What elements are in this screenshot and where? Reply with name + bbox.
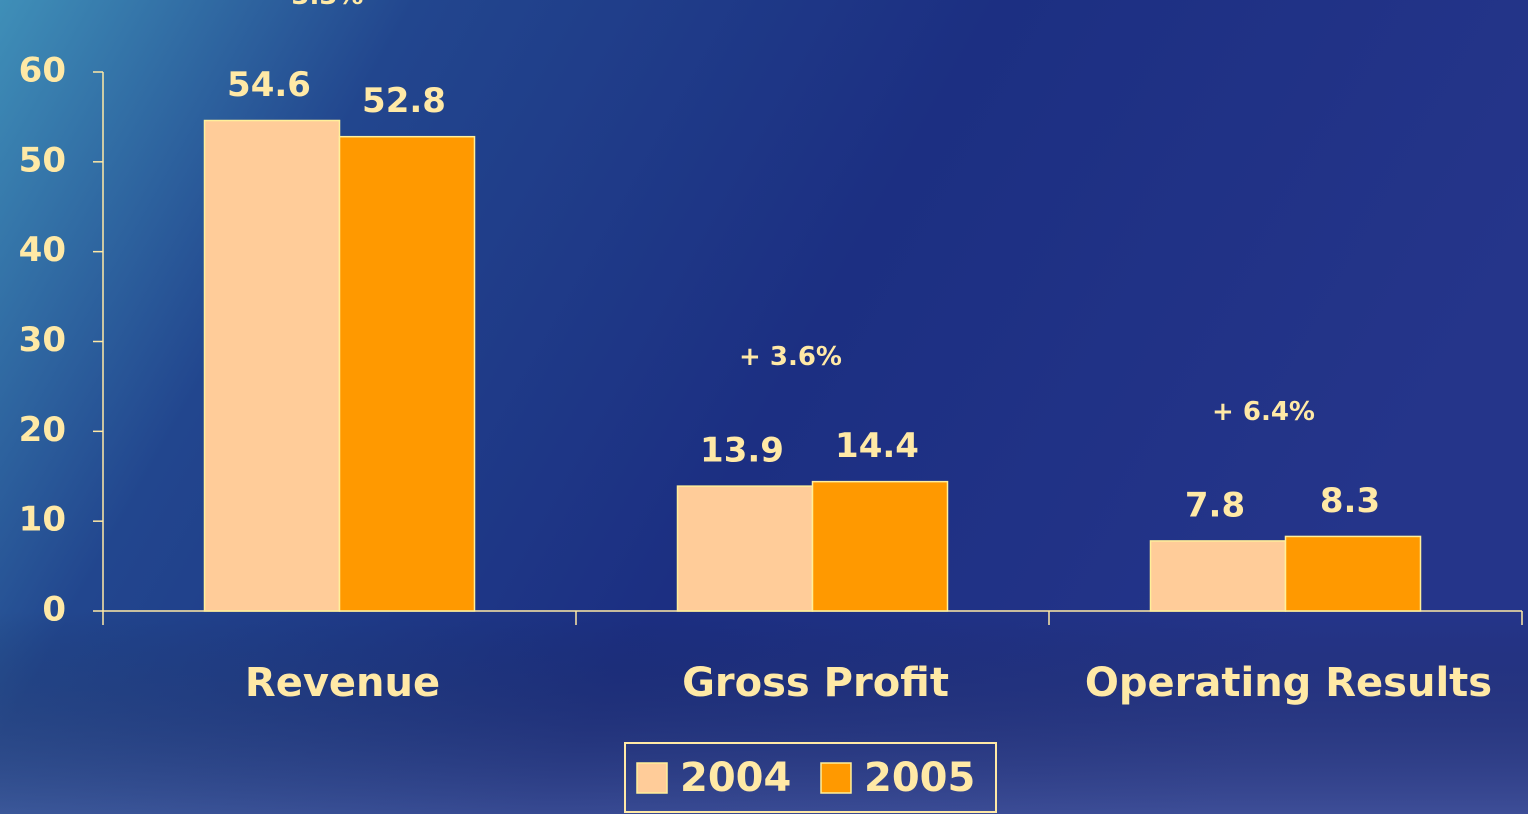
bar bbox=[1149, 540, 1287, 612]
annotation: + 3.6% bbox=[739, 342, 842, 372]
y-tick-label: 60 bbox=[19, 51, 66, 91]
annotation: - 3.3% bbox=[272, 0, 364, 11]
y-tick-label: 20 bbox=[19, 410, 66, 450]
legend-box bbox=[624, 742, 997, 813]
value-label: 14.4 bbox=[835, 426, 919, 466]
bar bbox=[676, 485, 814, 612]
y-tick-label: 50 bbox=[19, 140, 66, 180]
legend-swatch bbox=[820, 762, 852, 794]
bar bbox=[203, 119, 341, 612]
y-tick-label: 10 bbox=[19, 500, 66, 540]
x-tick-label: Revenue bbox=[245, 660, 440, 706]
y-tick-label: 40 bbox=[19, 230, 66, 270]
x-tick-label: Gross Profit bbox=[682, 660, 949, 706]
value-label: 13.9 bbox=[700, 431, 784, 471]
bar bbox=[338, 135, 476, 612]
legend-label: 2004 bbox=[680, 755, 791, 801]
y-tick-label: 30 bbox=[19, 320, 66, 360]
value-label: 52.8 bbox=[362, 81, 446, 121]
legend-label: 2005 bbox=[864, 755, 975, 801]
value-label: 7.8 bbox=[1185, 485, 1245, 525]
value-label: 8.3 bbox=[1320, 481, 1380, 521]
y-tick-label: 0 bbox=[42, 590, 66, 630]
x-tick-label: Operating Results bbox=[1085, 660, 1492, 706]
bar bbox=[811, 480, 949, 612]
annotation: + 6.4% bbox=[1212, 397, 1315, 427]
value-label: 54.6 bbox=[227, 65, 311, 105]
bar bbox=[1284, 535, 1422, 612]
legend-swatch bbox=[636, 762, 668, 794]
